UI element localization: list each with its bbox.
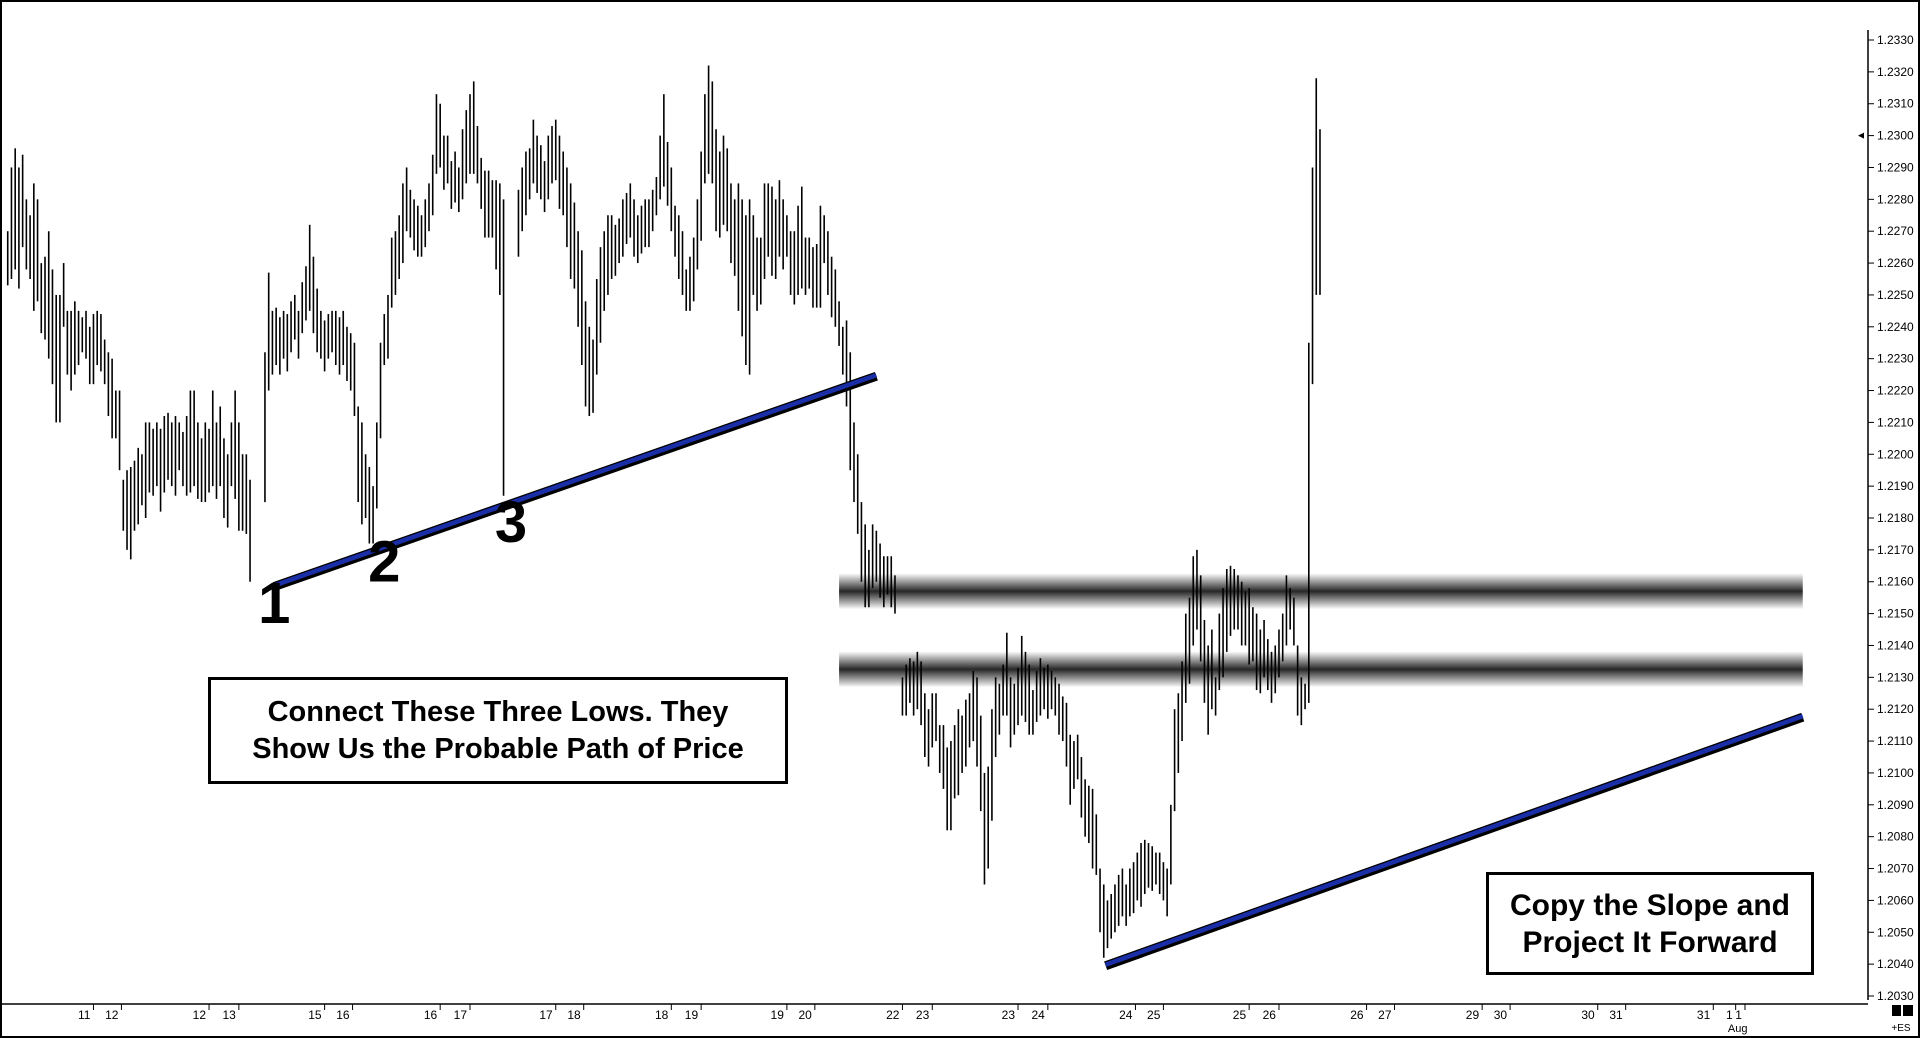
callout-connect-lows-line-1: Connect These Three Lows. They [267,695,729,728]
callout-connect-lows: Connect These Three Lows. They Show Us t… [208,677,788,784]
y-tick-label-27: 1.2300 [1877,129,1914,143]
y-tick-label-2: 1.2050 [1877,925,1914,939]
y-tick-label-12: 1.2150 [1877,607,1914,621]
x-tick-label-28: 31 [1697,1008,1711,1022]
x-tick-label-6: 16 [424,1008,438,1022]
x-tick-label-9: 18 [567,1008,581,1022]
y-tick-label-5: 1.2080 [1877,830,1914,844]
x-tick-label-10: 18 [655,1008,669,1022]
y-tick-label-16: 1.2190 [1877,479,1914,493]
x-tick-label-21: 26 [1263,1008,1277,1022]
pivot-label-2: 2 [368,530,400,595]
x-tick-label-25: 30 [1494,1008,1508,1022]
x-tick-label-5: 16 [336,1008,350,1022]
x-tick-label-13: 20 [798,1008,812,1022]
x-secondary-label: Aug [1728,1023,1748,1035]
y-tick-label-1: 1.2040 [1877,957,1914,971]
x-tick-label-27: 31 [1609,1008,1623,1022]
last-price-marker [1858,132,1864,139]
x-tick-label-12: 19 [771,1008,785,1022]
y-tick-label-10: 1.2130 [1877,670,1914,684]
x-tick-label-14: 22 [886,1008,900,1022]
trendline-1 [273,373,878,588]
y-tick-label-19: 1.2220 [1877,384,1914,398]
x-tick-label-8: 17 [539,1008,553,1022]
y-tick-label-8: 1.2110 [1877,734,1913,748]
y-tick-label-15: 1.2180 [1877,511,1914,525]
y-tick-label-20: 1.2230 [1877,352,1914,366]
x-tick-label-7: 17 [454,1008,468,1022]
y-tick-label-24: 1.2270 [1877,224,1914,238]
resistance-band-1 [839,573,1803,610]
x-tick-label-23: 27 [1378,1008,1392,1022]
x-tick-label-20: 25 [1233,1008,1247,1022]
resistance-band-2 [839,651,1803,688]
corner-label: +ES [1891,1023,1911,1034]
y-tick-label-6: 1.2090 [1877,798,1914,812]
y-tick-label-26: 1.2290 [1877,160,1914,174]
x-tick-label-24: 29 [1466,1008,1480,1022]
pivot-label-3: 3 [495,490,527,555]
y-tick-label-28: 1.2310 [1877,97,1914,111]
x-tick-label-11: 19 [685,1008,699,1022]
y-tick-label-3: 1.2060 [1877,893,1914,907]
y-tick-label-9: 1.2120 [1877,702,1914,716]
y-tick-label-29: 1.2320 [1877,65,1914,79]
x-tick-label-0: 11 [78,1008,91,1022]
x-tick-label-1: 12 [105,1008,119,1022]
x-tick-label-17: 24 [1031,1008,1045,1022]
y-tick-label-18: 1.2210 [1877,415,1914,429]
y-tick-label-14: 1.2170 [1877,543,1914,557]
callout-copy-slope-line-2: Project It Forward [1522,925,1778,959]
y-tick-label-4: 1.2070 [1877,862,1914,876]
x-tick-label-2: 12 [193,1008,207,1022]
pivot-label-1: 1 [258,571,290,636]
x-tick-label-4: 15 [308,1008,322,1022]
x-tick-label-19: 25 [1147,1008,1161,1022]
y-tick-label-0: 1.2030 [1877,989,1914,1003]
x-tick-label-30: 1 [1735,1008,1742,1022]
y-tick-label-30: 1.2330 [1877,33,1914,47]
corner-block-2 [1903,1005,1913,1016]
y-tick-label-23: 1.2260 [1877,256,1914,270]
callout-copy-slope-line-1: Copy the Slope and [1509,888,1791,922]
x-tick-label-22: 26 [1350,1008,1364,1022]
y-tick-label-22: 1.2250 [1877,288,1914,302]
y-tick-label-13: 1.2160 [1877,575,1914,589]
corner-block-1 [1892,1005,1901,1016]
trendline-2 [1104,714,1804,967]
y-tick-label-21: 1.2240 [1877,320,1914,334]
x-tick-label-26: 30 [1581,1008,1595,1022]
y-tick-label-7: 1.2100 [1877,766,1914,780]
x-tick-label-29: 1 [1726,1008,1733,1022]
y-tick-label-25: 1.2280 [1877,192,1914,206]
x-tick-label-15: 23 [916,1008,930,1022]
x-tick-label-16: 23 [1002,1008,1016,1022]
y-tick-label-11: 1.2140 [1877,638,1914,652]
y-tick-label-17: 1.2200 [1877,447,1914,461]
callout-connect-lows-line-2: Show Us the Probable Path of Price [252,732,744,765]
callout-copy-slope: Copy the Slope and Project It Forward [1486,872,1814,975]
x-tick-label-18: 24 [1119,1008,1133,1022]
x-tick-label-3: 13 [223,1008,237,1022]
